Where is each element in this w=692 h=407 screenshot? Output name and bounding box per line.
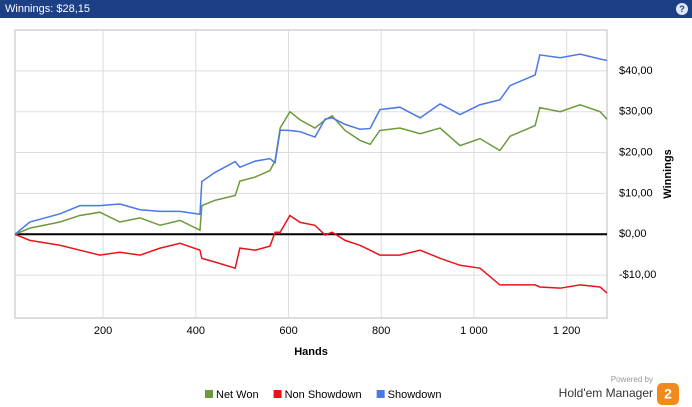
y-tick-label: $40,00 <box>619 65 653 77</box>
legend-label: Showdown <box>388 389 442 401</box>
legend-label: Net Won <box>216 389 259 401</box>
x-tick-label: 400 <box>187 325 205 337</box>
plot-area <box>14 29 608 319</box>
x-tick-label: 800 <box>372 325 390 337</box>
y-tick-label: $30,00 <box>619 106 653 118</box>
y-axis-label: Winnings <box>662 149 674 198</box>
legend-swatch <box>376 390 385 398</box>
powered-by: Powered by <box>611 375 653 384</box>
logo: 2 <box>664 386 672 402</box>
x-axis-label: Hands <box>294 346 328 358</box>
legend-swatch <box>205 390 213 398</box>
x-tick-label: 1 000 <box>460 325 488 337</box>
brand: Hold'em Manager <box>559 386 653 400</box>
header: Winnings: $28,15 ? <box>0 0 692 18</box>
x-tick-label: 1 200 <box>553 325 581 337</box>
series-line <box>14 214 608 294</box>
y-tick-label: -$10,00 <box>619 269 656 281</box>
legend-swatch <box>273 390 282 398</box>
legend-label: Non Showdown <box>285 389 362 401</box>
series-line <box>14 103 608 235</box>
x-tick-label: 200 <box>94 325 112 337</box>
header-title: Winnings: $28,15 <box>5 3 90 15</box>
logo-badge <box>657 383 679 405</box>
x-tick-label: 600 <box>279 325 297 337</box>
chart: Hands Winnings Powered by Hold'em Manage… <box>14 29 679 405</box>
series-line <box>14 53 608 235</box>
y-tick-label: $10,00 <box>619 187 653 199</box>
y-tick-label: $0,00 <box>619 228 647 240</box>
help-button[interactable]: ? <box>676 3 688 15</box>
y-tick-label: $20,00 <box>619 146 653 158</box>
